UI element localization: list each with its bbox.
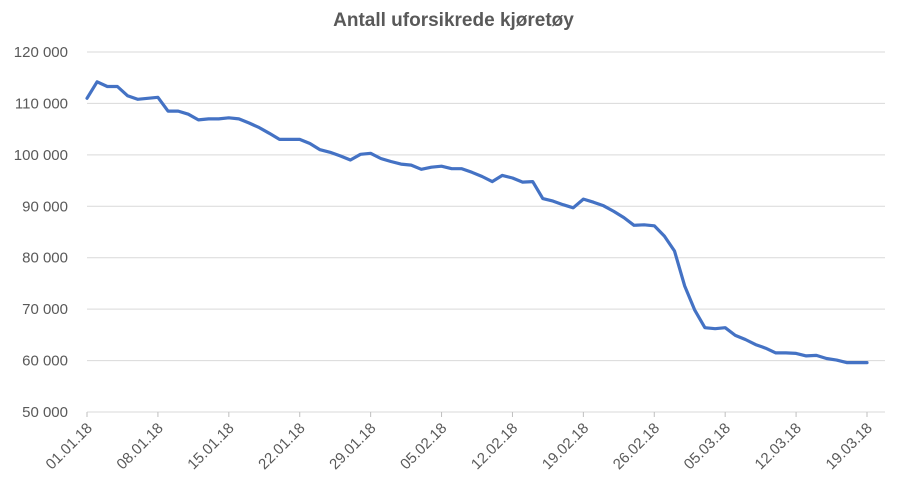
- series-layer: [85, 80, 869, 365]
- x-tick-label: 01.01.18: [43, 420, 96, 473]
- y-tick-label: 120 000: [14, 44, 68, 61]
- y-tick-label: 90 000: [22, 198, 68, 215]
- x-tick-label: 15.01.18: [184, 420, 237, 473]
- y-tick-label: 100 000: [14, 147, 68, 164]
- gridlines: [87, 51, 885, 413]
- x-axis: 01.01.18 08.01.18 15.01.18 22.01.18 29.01.18…: [43, 412, 876, 473]
- y-tick-label: 50 000: [22, 404, 68, 421]
- x-tick-label: 29.01.18: [326, 420, 379, 473]
- x-tick-label: 12.03.18: [752, 420, 805, 473]
- x-tick-label: 05.03.18: [681, 420, 734, 473]
- y-axis: 50 000 60 000 70 000 80 000 90 000 100 000 110…: [14, 44, 68, 421]
- y-tick-label: 110 000: [15, 95, 68, 112]
- x-tick-label: 05.02.18: [397, 420, 450, 473]
- x-tick-label: 22.01.18: [255, 420, 308, 473]
- y-tick-label: 60 000: [22, 353, 68, 370]
- x-tick-label: 08.01.18: [113, 420, 166, 473]
- y-tick-label: 70 000: [22, 301, 68, 318]
- chart-title: Antall uforsikrede kjøretøy: [333, 10, 574, 31]
- x-tick-label: 12.02.18: [468, 420, 521, 473]
- series-line: [85, 80, 869, 365]
- x-tick-label: 19.03.18: [823, 420, 876, 473]
- y-tick-label: 80 000: [22, 250, 68, 267]
- x-tick-label: 26.02.18: [610, 420, 663, 473]
- x-tick-label: 19.02.18: [539, 420, 592, 473]
